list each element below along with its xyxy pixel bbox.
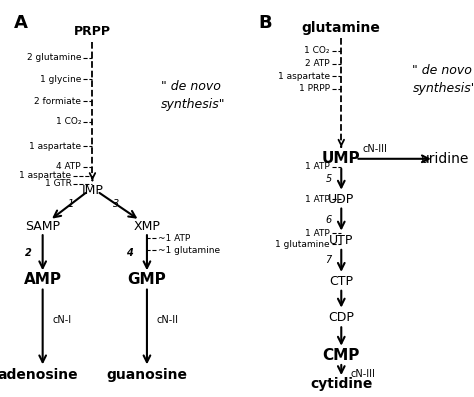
Text: 1 CO₂: 1 CO₂ [304,46,330,55]
Text: 3: 3 [112,198,119,209]
Text: B: B [258,14,272,32]
Text: 4 ATP: 4 ATP [56,162,81,171]
Text: UTP: UTP [329,234,354,247]
Text: 2 ATP: 2 ATP [305,59,330,68]
Text: 2 formiate: 2 formiate [34,97,81,106]
Text: CMP: CMP [323,348,360,363]
Text: PRPP: PRPP [74,25,111,38]
Text: ~1 glutamine: ~1 glutamine [158,246,220,254]
Text: 1 aspartate: 1 aspartate [19,172,72,180]
Text: " de novo
synthesis": " de novo synthesis" [412,64,474,95]
Text: ~1 ATP: ~1 ATP [158,234,191,243]
Text: AMP: AMP [24,272,62,287]
Text: UDP: UDP [328,193,355,206]
Text: 4: 4 [126,248,132,258]
Text: 1 ATP: 1 ATP [305,195,330,204]
Text: 1: 1 [67,198,73,209]
Text: cN-II: cN-II [156,315,178,326]
Text: GMP: GMP [128,272,166,287]
Text: 1 CO₂: 1 CO₂ [55,118,81,126]
Text: glutamine: glutamine [302,21,381,35]
Text: CDP: CDP [328,311,354,324]
Text: 1 GTR: 1 GTR [45,179,72,188]
Text: 5: 5 [326,173,332,184]
Text: XMP: XMP [134,220,160,233]
Text: UMP: UMP [322,151,361,166]
Text: A: A [14,14,28,32]
Text: CTP: CTP [329,275,353,287]
Text: uridine: uridine [421,152,470,166]
Text: cN-III: cN-III [351,369,375,379]
Text: 1 ATP: 1 ATP [305,162,330,171]
Text: cytidine: cytidine [310,377,373,391]
Text: cN-I: cN-I [52,315,71,326]
Text: adenosine: adenosine [0,368,78,382]
Text: SAMP: SAMP [25,220,60,233]
Text: 1 glutamine: 1 glutamine [275,240,330,249]
Text: 1 aspartate: 1 aspartate [278,72,330,81]
Text: 1 ATP: 1 ATP [305,229,330,238]
Text: cN-III: cN-III [363,144,387,154]
Text: 7: 7 [326,255,332,266]
Text: guanosine: guanosine [107,368,187,382]
Text: 1 glycine: 1 glycine [40,75,81,84]
Text: 6: 6 [326,214,332,225]
Text: IMP: IMP [82,184,103,197]
Text: 2: 2 [25,248,32,258]
Text: 2 glutamine: 2 glutamine [27,53,81,62]
Text: 1 PRPP: 1 PRPP [299,85,330,93]
Text: " de novo
synthesis": " de novo synthesis" [161,80,226,111]
Text: 1 aspartate: 1 aspartate [29,142,81,150]
